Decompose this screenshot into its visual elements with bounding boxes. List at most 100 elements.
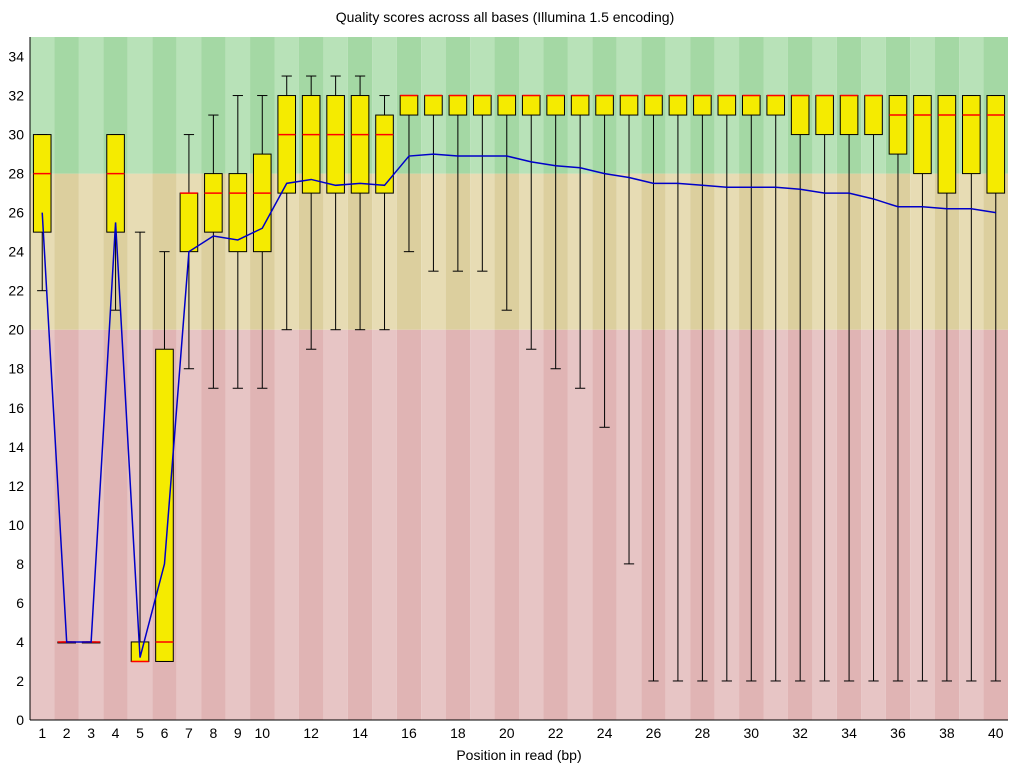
iqr-box <box>400 96 418 116</box>
iqr-box <box>449 96 467 116</box>
iqr-box <box>889 96 907 155</box>
red-zone-col <box>30 330 54 720</box>
red-zone-col <box>79 330 103 720</box>
red-zone-col <box>495 330 519 720</box>
x-tick-label: 4 <box>112 725 120 741</box>
x-tick-label: 6 <box>161 725 169 741</box>
x-tick-label: 10 <box>254 725 270 741</box>
x-tick-label: 2 <box>63 725 71 741</box>
red-zone-col <box>372 330 396 720</box>
y-tick-label: 6 <box>16 595 24 611</box>
iqr-box <box>645 96 663 116</box>
x-tick-label: 8 <box>209 725 217 741</box>
x-tick-label: 18 <box>450 725 466 741</box>
y-tick-label: 4 <box>16 634 24 650</box>
chart-title: Quality scores across all bases (Illumin… <box>336 9 675 25</box>
iqr-box <box>987 96 1005 194</box>
red-zone-col <box>470 330 494 720</box>
red-zone-col <box>446 330 470 720</box>
iqr-box <box>694 96 712 116</box>
iqr-box <box>963 96 981 174</box>
iqr-box <box>253 154 271 252</box>
iqr-box <box>547 96 565 116</box>
iqr-box <box>718 96 736 116</box>
y-tick-label: 20 <box>8 322 24 338</box>
iqr-box <box>205 174 223 233</box>
iqr-box <box>791 96 809 135</box>
y-tick-label: 0 <box>16 712 24 728</box>
y-tick-label: 22 <box>8 283 24 299</box>
x-axis-label: Position in read (bp) <box>456 747 581 763</box>
iqr-box <box>376 115 394 193</box>
iqr-box <box>327 96 345 194</box>
x-tick-label: 20 <box>499 725 515 741</box>
red-zone-col <box>421 330 445 720</box>
y-tick-label: 8 <box>16 556 24 572</box>
quality-zones <box>30 37 1008 720</box>
x-tick-label: 12 <box>303 725 319 741</box>
x-tick-label: 7 <box>185 725 193 741</box>
yellow-zone-col <box>54 174 78 330</box>
y-tick-label: 24 <box>8 244 24 260</box>
quality-score-chart: 0246810121416182022242628303234123456789… <box>0 0 1010 764</box>
chart-svg: 0246810121416182022242628303234123456789… <box>0 0 1010 764</box>
iqr-box <box>865 96 883 135</box>
iqr-box <box>596 96 614 116</box>
iqr-box <box>107 135 125 233</box>
y-tick-label: 14 <box>8 439 24 455</box>
green-zone-col <box>152 37 176 174</box>
y-tick-label: 12 <box>8 478 24 494</box>
iqr-box <box>767 96 785 116</box>
iqr-box <box>156 349 174 661</box>
red-zone-col <box>397 330 421 720</box>
iqr-box <box>914 96 932 174</box>
green-zone-col <box>128 37 152 174</box>
x-tick-label: 1 <box>38 725 46 741</box>
iqr-box <box>816 96 834 135</box>
iqr-box <box>840 96 858 135</box>
x-tick-label: 9 <box>234 725 242 741</box>
iqr-box <box>669 96 687 116</box>
y-tick-label: 18 <box>8 361 24 377</box>
red-zone-col <box>177 330 201 720</box>
x-tick-label: 16 <box>401 725 417 741</box>
iqr-box <box>180 193 198 252</box>
x-tick-label: 26 <box>646 725 662 741</box>
y-tick-label: 30 <box>8 127 24 143</box>
red-zone-col <box>275 330 299 720</box>
iqr-box <box>522 96 540 116</box>
x-axis-ticks: 1234567891012141618202224262830323436384… <box>38 725 1003 741</box>
iqr-box <box>498 96 516 116</box>
red-zone-col <box>54 330 78 720</box>
y-tick-label: 32 <box>8 88 24 104</box>
iqr-box <box>425 96 443 116</box>
y-tick-label: 26 <box>8 205 24 221</box>
y-tick-label: 34 <box>8 49 24 65</box>
x-tick-label: 24 <box>597 725 613 741</box>
x-tick-label: 3 <box>87 725 95 741</box>
x-tick-label: 30 <box>743 725 759 741</box>
green-zone-col <box>79 37 103 174</box>
x-tick-label: 34 <box>841 725 857 741</box>
green-zone-col <box>54 37 78 174</box>
y-axis-ticks: 0246810121416182022242628303234 <box>8 49 24 728</box>
y-tick-label: 2 <box>16 673 24 689</box>
x-tick-label: 40 <box>988 725 1004 741</box>
iqr-box <box>571 96 589 116</box>
red-zone-col <box>543 330 567 720</box>
x-tick-label: 22 <box>548 725 564 741</box>
x-tick-label: 32 <box>792 725 808 741</box>
red-zone-col <box>519 330 543 720</box>
x-tick-label: 38 <box>939 725 955 741</box>
red-zone-col <box>299 330 323 720</box>
yellow-zone-col <box>79 174 103 330</box>
iqr-box <box>742 96 760 116</box>
iqr-box <box>278 96 296 194</box>
x-tick-label: 14 <box>352 725 368 741</box>
red-zone-col <box>323 330 347 720</box>
x-tick-label: 5 <box>136 725 144 741</box>
iqr-box <box>474 96 492 116</box>
red-zone-col <box>103 330 127 720</box>
iqr-box <box>351 96 369 194</box>
y-tick-label: 16 <box>8 400 24 416</box>
